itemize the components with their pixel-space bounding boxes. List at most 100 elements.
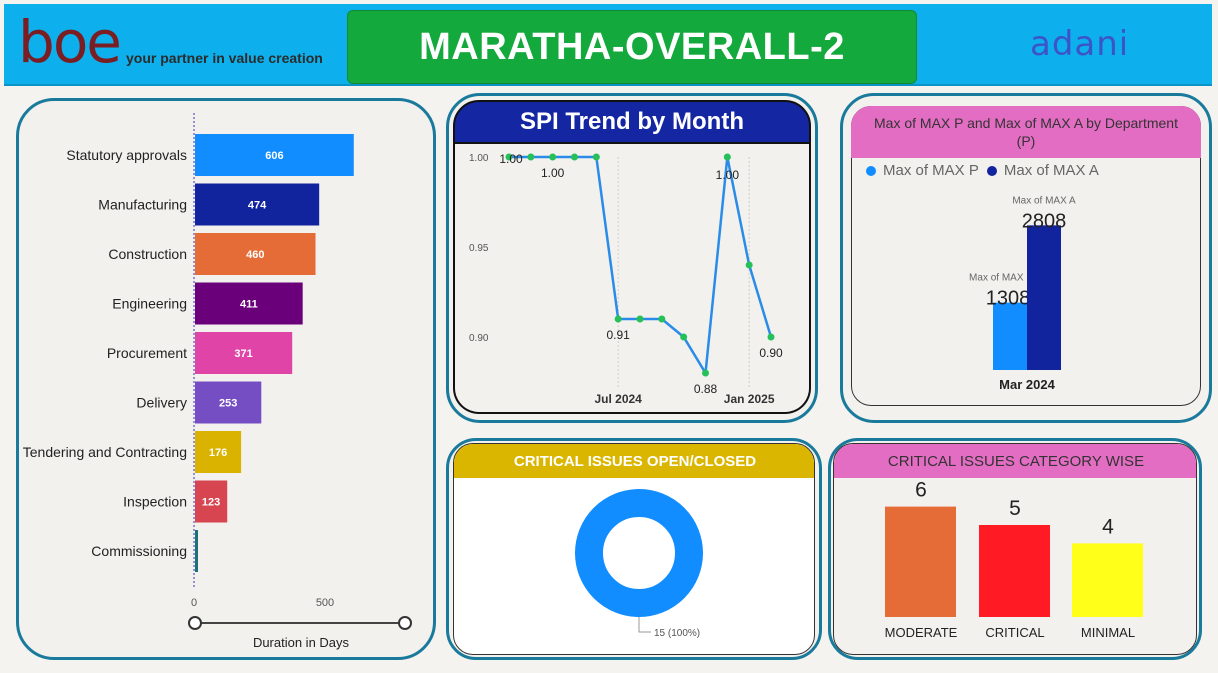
spi-data-point[interactable] <box>702 369 709 377</box>
spi-data-point[interactable] <box>658 315 666 323</box>
spi-plot-area <box>453 144 811 414</box>
title-banner: MARATHA-OVERALL-2 <box>347 10 917 84</box>
bar-value-label: 6 <box>915 479 927 502</box>
x-category-label: Mar 2024 <box>999 377 1055 392</box>
max-bar[interactable] <box>1027 225 1061 370</box>
category-bar[interactable] <box>979 525 1050 617</box>
max-title: Max of MAX P and Max of MAX A by Departm… <box>874 115 1178 149</box>
bar-value-label: 606 <box>265 150 283 162</box>
bar-value-label: 1308 <box>986 288 1031 310</box>
category-label: Engineering <box>112 296 187 312</box>
spi-data-point[interactable] <box>745 261 753 269</box>
category-label: Tendering and Contracting <box>23 444 187 460</box>
duration-bar[interactable] <box>195 183 320 226</box>
boe-logo: boe <box>18 8 122 76</box>
spi-line-chart[interactable]: 1.00 0.95 0.90 Jul 2024 Jan 2025 1.00 1.00 0.9… <box>449 96 815 420</box>
spi-data-label: 1.00 <box>541 166 565 180</box>
spi-data-point[interactable] <box>767 333 775 341</box>
adani-logo: adani <box>1030 24 1130 64</box>
legend-swatch-max-p-icon <box>866 165 876 176</box>
spi-data-point[interactable] <box>614 315 622 323</box>
donut-data-label: 15 (100%) <box>654 628 700 639</box>
bar-value-label: 5 <box>1009 497 1021 520</box>
legend-label-max-a: Max of MAX A <box>1003 162 1099 179</box>
duration-chart[interactable]: Statutory approvals 606 Manufacturing 474 Co… <box>19 101 433 657</box>
y-tick-label: 0.90 <box>469 333 489 344</box>
spi-data-point[interactable] <box>592 153 600 161</box>
issues-open-closed-title-bar: CRITICAL ISSUES OPEN/CLOSED <box>454 444 814 478</box>
category-label: Statutory approvals <box>66 147 187 163</box>
duration-bar[interactable] <box>195 233 316 275</box>
max-legend: Max of MAX P Max of MAX A <box>866 162 1099 179</box>
bar-value-label: 2808 <box>1022 210 1067 232</box>
duration-bar[interactable] <box>195 282 303 325</box>
duration-bar[interactable] <box>195 134 354 176</box>
max-panel: Max of MAX P and Max of MAX A by Departm… <box>840 93 1212 423</box>
legend-label-max-p: Max of MAX P <box>883 162 979 179</box>
duration-bar[interactable] <box>195 530 198 572</box>
x-axis-label: Duration in Days <box>253 635 350 650</box>
bar-value-label: 176 <box>209 447 227 459</box>
category-bar[interactable] <box>885 506 956 617</box>
x-category-label: MODERATE <box>885 625 958 640</box>
spi-series-line <box>509 155 773 377</box>
y-tick-label: 0.95 <box>469 243 489 254</box>
range-slider-handle-left[interactable] <box>188 616 202 630</box>
x-tick-label: Jan 2025 <box>724 392 775 406</box>
legend-swatch-max-a-icon <box>986 165 997 176</box>
range-slider-handle-right[interactable] <box>398 616 412 630</box>
category-bar[interactable] <box>1072 543 1143 617</box>
page-title: MARATHA-OVERALL-2 <box>419 25 845 68</box>
max-bar-chart[interactable]: Max of MAX P 1308 Max of MAX A 2808 Mar 2024 <box>843 96 1209 420</box>
spi-data-point[interactable] <box>680 333 688 341</box>
issues-open-closed-card: CRITICAL ISSUES OPEN/CLOSED <box>453 443 815 655</box>
duration-panel: Statutory approvals 606 Manufacturing 474 Co… <box>16 98 436 660</box>
issues-open-closed-title: CRITICAL ISSUES OPEN/CLOSED <box>513 452 757 470</box>
x-tick-label: 500 <box>316 597 334 609</box>
spi-title-bar: SPI Trend by Month <box>453 100 811 144</box>
spi-data-point[interactable] <box>571 153 578 161</box>
bar-series-label: Max of MAX P <box>969 273 1033 284</box>
spi-data-label: 1.00 <box>716 168 740 182</box>
spi-data-point[interactable] <box>505 153 513 161</box>
bar-value-label: 371 <box>234 348 252 360</box>
spi-data-label: 0.90 <box>759 346 783 360</box>
duration-bar[interactable] <box>195 332 293 374</box>
tagline: your partner in value creation <box>126 50 323 66</box>
y-tick-label: 1.00 <box>469 153 489 164</box>
duration-bar[interactable] <box>195 480 228 523</box>
x-tick-label: 0 <box>191 597 197 609</box>
category-label: Delivery <box>136 395 187 411</box>
duration-bar[interactable] <box>195 381 262 424</box>
max-bar[interactable] <box>993 302 1027 370</box>
bar-value-label: 123 <box>202 497 220 509</box>
category-label: Inspection <box>123 494 187 510</box>
header-bar: boe your partner in value creation MARAT… <box>4 4 1212 86</box>
x-category-label: CRITICAL <box>985 625 1044 640</box>
issues-open-closed-panel: CRITICAL ISSUES OPEN/CLOSED 15 (100%) <box>446 438 822 660</box>
issues-category-title: CRITICAL ISSUES CATEGORY WISE <box>887 452 1145 470</box>
donut-leader-line <box>638 617 651 633</box>
spi-data-label: 0.91 <box>606 328 630 342</box>
spi-data-label: 1.00 <box>499 152 523 166</box>
bar-value-label: 460 <box>246 249 264 261</box>
x-category-label: MINIMAL <box>1081 625 1135 640</box>
x-tick-label: Jul 2024 <box>594 392 642 406</box>
spi-data-point[interactable] <box>636 315 644 323</box>
spi-data-point[interactable] <box>549 153 557 161</box>
bar-value-label: 411 <box>240 299 258 311</box>
spi-data-point[interactable] <box>723 153 731 161</box>
spi-data-point[interactable] <box>527 153 535 161</box>
bar-series-label: Max of MAX A <box>1012 195 1076 206</box>
issues-category-chart[interactable]: 6 MODERATE 5 CRITICAL 4 MINIMAL <box>831 441 1199 657</box>
donut-slice[interactable] <box>575 489 703 617</box>
spi-data-label: 0.88 <box>694 382 718 396</box>
bar-value-label: 4 <box>1102 515 1114 538</box>
max-title-bar: Max of MAX P and Max of MAX A by Departm… <box>851 106 1201 158</box>
issues-donut-chart[interactable]: 15 (100%) <box>449 441 819 657</box>
issues-category-title-bar: CRITICAL ISSUES CATEGORY WISE <box>834 444 1196 478</box>
bar-value-label: 474 <box>248 200 267 212</box>
category-label: Construction <box>108 246 187 262</box>
duration-bar[interactable] <box>195 431 242 473</box>
spi-title: SPI Trend by Month <box>519 108 744 135</box>
